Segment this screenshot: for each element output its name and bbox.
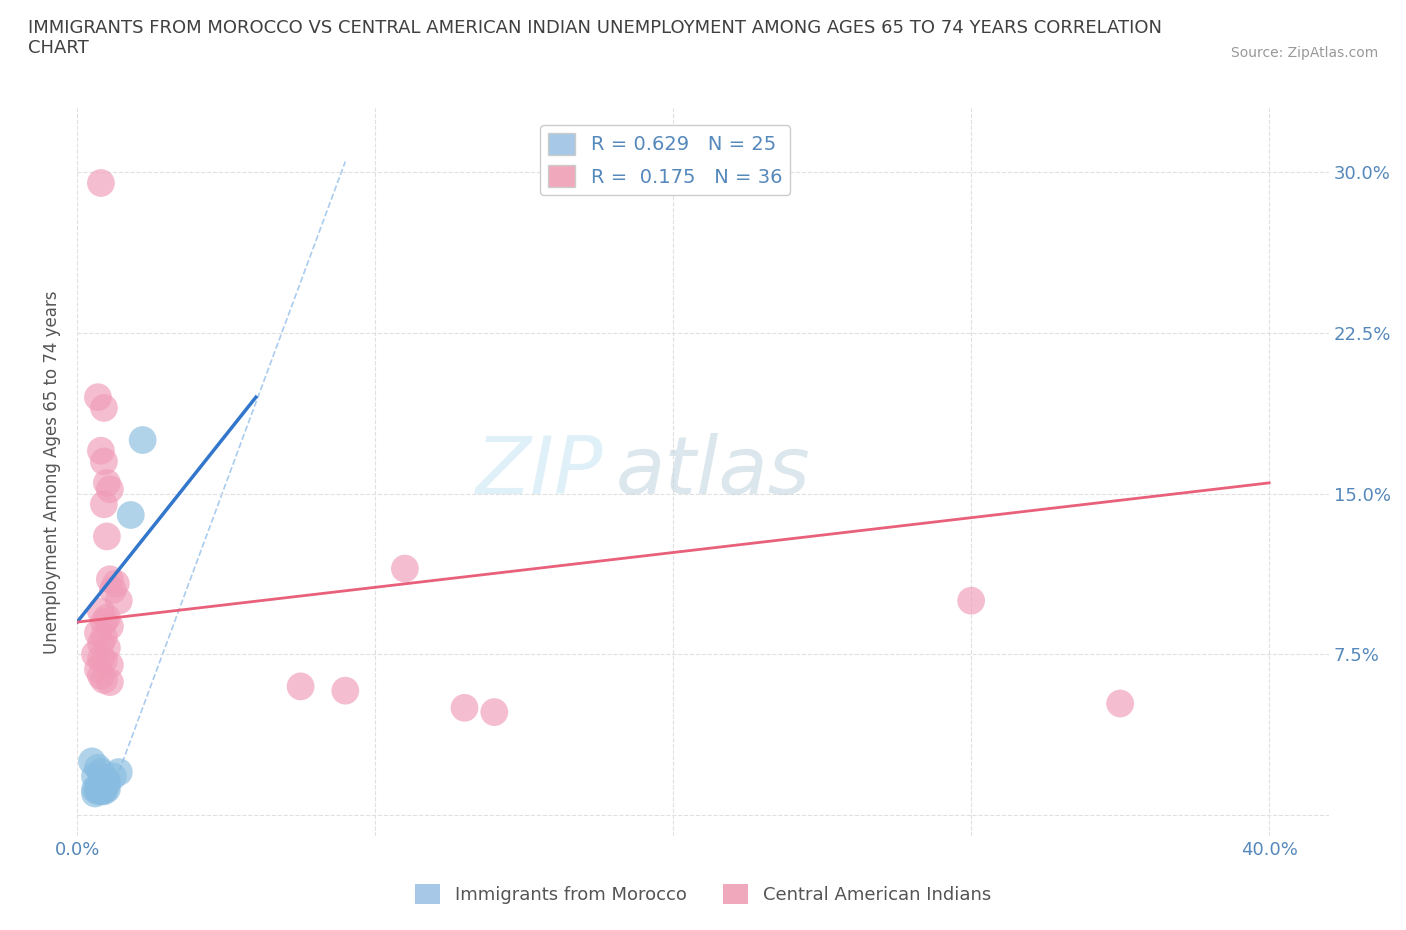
Point	[90, 636, 112, 651]
Point	[453, 700, 475, 715]
Point	[101, 769, 124, 784]
Point	[87, 662, 110, 677]
Point	[93, 497, 115, 512]
Text: Source: ZipAtlas.com: Source: ZipAtlas.com	[1230, 46, 1378, 60]
Point	[93, 454, 115, 469]
Point	[290, 679, 312, 694]
Point	[87, 761, 110, 776]
Point	[87, 779, 110, 794]
Text: ZIP: ZIP	[475, 433, 603, 512]
Point	[90, 776, 112, 790]
Point	[84, 786, 107, 801]
Point	[84, 769, 107, 784]
Point	[87, 390, 110, 405]
Y-axis label: Unemployment Among Ages 65 to 74 years: Unemployment Among Ages 65 to 74 years	[44, 290, 60, 654]
Point	[93, 630, 115, 644]
Point	[108, 593, 131, 608]
Point	[90, 604, 112, 618]
Point	[93, 779, 115, 794]
Text: atlas: atlas	[616, 433, 810, 512]
Point	[98, 482, 121, 497]
Point	[87, 784, 110, 799]
Point	[93, 771, 115, 786]
Point	[108, 764, 131, 779]
Point	[98, 674, 121, 689]
Point	[98, 572, 121, 587]
Point	[93, 653, 115, 668]
Point	[90, 764, 112, 779]
Point	[98, 658, 121, 672]
Point	[90, 176, 112, 191]
Point	[84, 646, 107, 661]
Point	[960, 593, 983, 608]
Point	[90, 782, 112, 797]
Point	[104, 576, 127, 591]
Point	[96, 777, 118, 792]
Point	[90, 779, 112, 794]
Point	[96, 529, 118, 544]
Point	[90, 784, 112, 799]
Point	[87, 625, 110, 640]
Point	[101, 582, 124, 597]
Point	[96, 610, 118, 625]
Text: IMMIGRANTS FROM MOROCCO VS CENTRAL AMERICAN INDIAN UNEMPLOYMENT AMONG AGES 65 TO: IMMIGRANTS FROM MOROCCO VS CENTRAL AMERI…	[28, 19, 1163, 58]
Point	[93, 782, 115, 797]
Legend: Immigrants from Morocco, Central American Indians: Immigrants from Morocco, Central America…	[408, 876, 998, 911]
Point	[90, 651, 112, 666]
Point	[93, 777, 115, 792]
Point	[90, 669, 112, 684]
Legend: R = 0.629   N = 25, R =  0.175   N = 36: R = 0.629 N = 25, R = 0.175 N = 36	[540, 125, 790, 195]
Point	[96, 773, 118, 788]
Point	[98, 619, 121, 634]
Point	[93, 784, 115, 799]
Point	[93, 615, 115, 630]
Point	[484, 705, 506, 720]
Point	[90, 444, 112, 458]
Point	[87, 782, 110, 797]
Point	[80, 754, 103, 769]
Point	[84, 782, 107, 797]
Point	[1109, 696, 1132, 711]
Point	[93, 672, 115, 687]
Point	[96, 782, 118, 797]
Point	[120, 508, 142, 523]
Point	[96, 475, 118, 490]
Point	[394, 561, 416, 576]
Point	[335, 684, 357, 698]
Point	[96, 641, 118, 656]
Point	[131, 432, 153, 447]
Point	[93, 401, 115, 416]
